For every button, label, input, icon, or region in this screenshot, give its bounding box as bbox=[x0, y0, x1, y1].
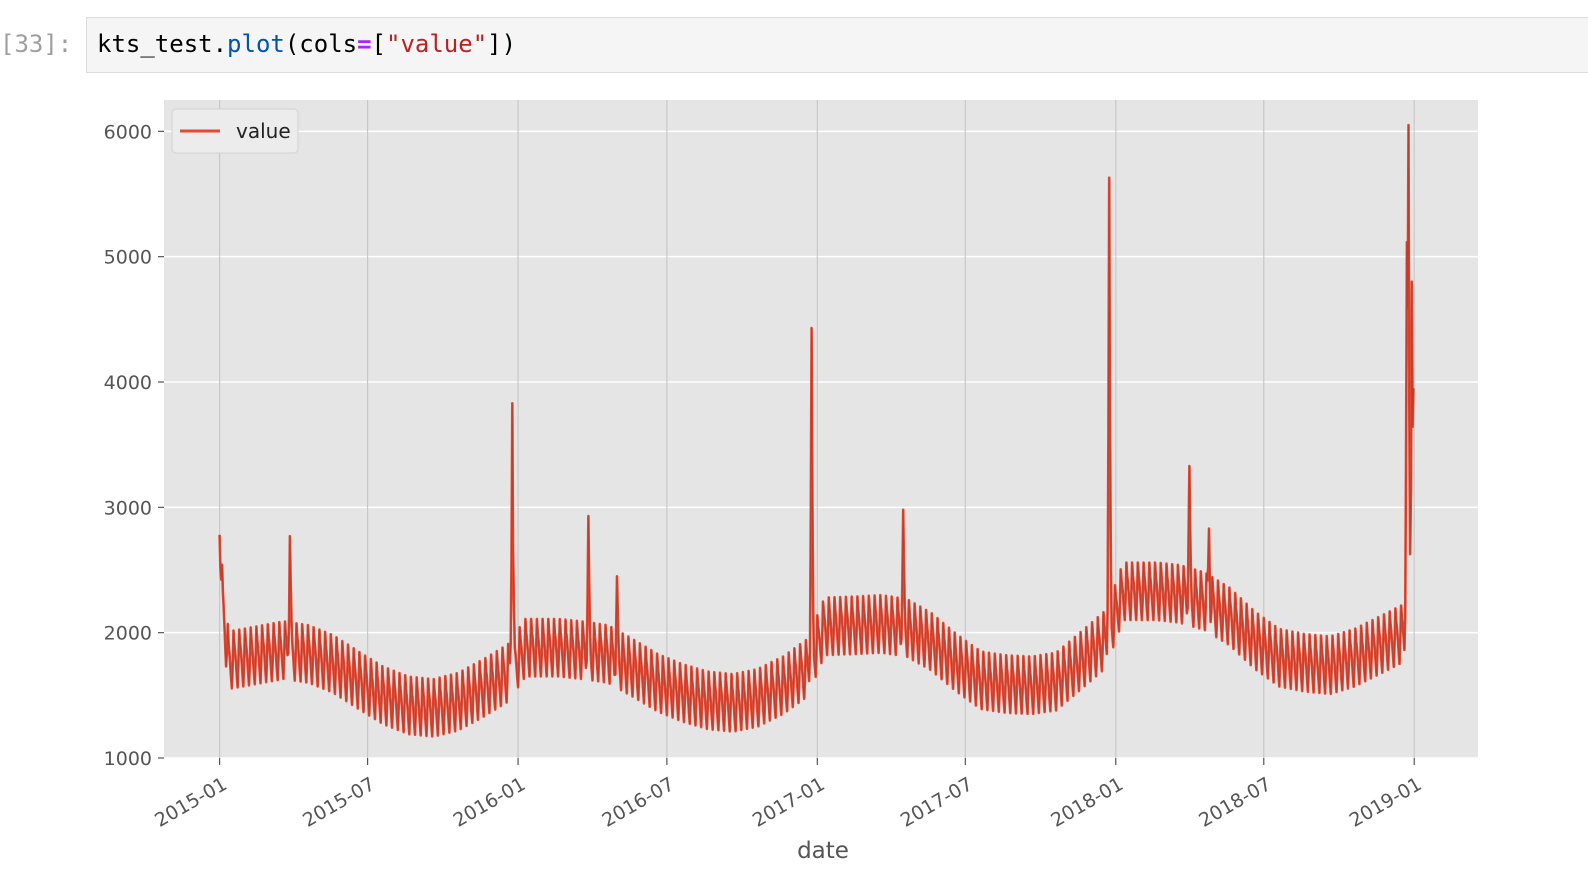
code-object: kts_test. bbox=[97, 30, 228, 58]
y-tick-label: 5000 bbox=[104, 247, 152, 269]
x-tick-label: 2016-07 bbox=[598, 773, 678, 832]
legend-box bbox=[171, 108, 299, 154]
y-tick-label: 2000 bbox=[104, 623, 152, 645]
y-tick-label: 4000 bbox=[104, 372, 152, 394]
x-tick-label: 2017-01 bbox=[749, 773, 829, 832]
code-args-close: ]) bbox=[487, 30, 517, 58]
code-string: "value" bbox=[386, 30, 488, 58]
code-args-open: (cols bbox=[284, 30, 358, 58]
series-layer bbox=[218, 123, 1415, 738]
code-line[interactable]: kts_test.plot(cols=["value"]) bbox=[97, 30, 516, 58]
x-tick-label: 2015-07 bbox=[299, 773, 379, 832]
series-line-value-core bbox=[219, 125, 1414, 737]
code-cell[interactable]: kts_test.plot(cols=["value"]) bbox=[86, 17, 1588, 73]
cell-prompt: [33]: bbox=[0, 30, 73, 58]
x-tick-label: 2017-07 bbox=[897, 773, 977, 832]
x-axis-label: date bbox=[797, 838, 849, 864]
y-tick-label: 6000 bbox=[104, 121, 152, 143]
code-operator: = bbox=[357, 30, 372, 58]
x-tick-label: 2018-07 bbox=[1195, 773, 1275, 832]
y-tick-label: 3000 bbox=[104, 497, 152, 519]
y-tick-label: 1000 bbox=[104, 748, 152, 770]
x-tick-label: 2018-01 bbox=[1047, 773, 1127, 832]
legend: value bbox=[171, 108, 299, 154]
code-function: plot bbox=[227, 30, 285, 58]
x-tick-label: 2016-01 bbox=[450, 773, 530, 832]
code-bracket: [ bbox=[371, 30, 386, 58]
line-chart: 1000 2000 3000 4000 5000 6000 2015-01 2015-07 20… bbox=[104, 100, 1478, 864]
legend-label: value bbox=[236, 119, 291, 143]
x-tick-label: 2019-01 bbox=[1346, 773, 1426, 832]
x-tick-label: 2015-01 bbox=[151, 773, 231, 832]
